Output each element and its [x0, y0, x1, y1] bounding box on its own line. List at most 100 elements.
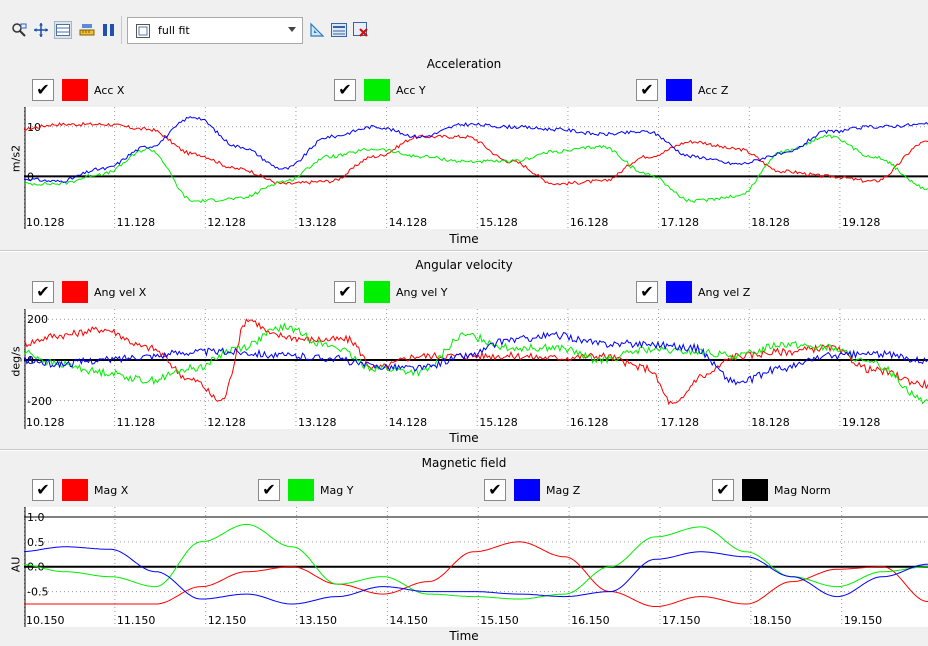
y-axis-label: deg/s — [9, 346, 23, 377]
series-line-acc-y — [24, 134, 928, 204]
x-tick-label: 19.128 — [842, 216, 881, 229]
plot-svg: 10.150 11.150 12.150 13.150 14.150 15.150 16.1… — [24, 507, 928, 627]
legend-mag-norm[interactable]: ✔ Mag Norm — [712, 478, 831, 502]
checkbox[interactable]: ✔ — [32, 281, 54, 303]
series-line-ang-vel-y — [24, 322, 928, 405]
zoom-mode-combo[interactable]: full fit — [127, 17, 303, 44]
x-tick-label: 12.128 — [207, 416, 246, 429]
x-tick-label: 17.128 — [661, 216, 700, 229]
series-line-mag-z — [24, 546, 928, 605]
checkbox[interactable]: ✔ — [636, 79, 658, 101]
y-tick-label: -200 — [27, 395, 52, 408]
x-tick-label: 19.128 — [842, 416, 881, 429]
legend-mag-x[interactable]: ✔ Mag X — [32, 478, 128, 502]
x-tick-label: 13.128 — [298, 216, 337, 229]
legend-label: Ang vel Y — [396, 285, 448, 299]
color-swatch — [666, 79, 692, 101]
color-swatch — [514, 479, 540, 501]
x-tick-label: 13.128 — [298, 416, 337, 429]
combo-fit-icon — [136, 23, 150, 38]
color-swatch — [742, 479, 768, 501]
color-swatch — [62, 79, 88, 101]
series-line-ang-vel-z — [24, 331, 928, 386]
chart-title: Acceleration — [426, 57, 502, 71]
legend-acc-z[interactable]: ✔ Acc Z — [636, 78, 728, 102]
y-tick-label: 0.5 — [27, 536, 45, 549]
x-tick-label: 15.128 — [479, 216, 518, 229]
color-swatch — [364, 281, 390, 303]
x-tick-label: 10.128 — [26, 416, 65, 429]
x-tick-label: 17.128 — [661, 416, 700, 429]
series-line-acc-z — [24, 115, 928, 183]
x-tick-label: 14.150 — [389, 614, 428, 627]
color-swatch — [364, 79, 390, 101]
legend-ang-vel-z[interactable]: ✔ Ang vel Z — [636, 280, 750, 304]
x-axis-label: Time — [449, 629, 479, 643]
series-line-mag-y — [24, 523, 928, 600]
color-swatch — [62, 281, 88, 303]
columns-icon[interactable] — [100, 21, 118, 39]
x-tick-label: 14.128 — [389, 216, 428, 229]
checkbox[interactable]: ✔ — [32, 79, 54, 101]
x-tick-label: 14.128 — [389, 416, 428, 429]
color-swatch — [666, 281, 692, 303]
x-tick-label: 12.150 — [208, 614, 247, 627]
checkbox[interactable]: ✔ — [258, 479, 280, 501]
x-tick-label: 13.150 — [299, 614, 338, 627]
acceleration-plot[interactable]: 10.128 11.128 12.128 13.128 14.128 15.128 16.1… — [24, 107, 928, 229]
x-tick-label: 15.150 — [480, 614, 519, 627]
y-axis-label: m/s2 — [9, 144, 23, 173]
toolbar-separator — [121, 16, 122, 44]
x-tick-label: 11.128 — [117, 216, 156, 229]
settings-icon[interactable] — [330, 21, 348, 39]
angular-velocity-plot[interactable]: 10.128 11.128 12.128 13.128 14.128 15.128 16.1… — [24, 309, 928, 429]
x-axis-label: Time — [449, 431, 479, 445]
x-tick-label: 18.150 — [753, 614, 792, 627]
legend-label: Mag Z — [546, 483, 581, 497]
checkbox[interactable]: ✔ — [484, 479, 506, 501]
toolbar: full fit — [0, 0, 928, 56]
checkbox[interactable]: ✔ — [712, 479, 734, 501]
x-tick-label: 11.128 — [117, 416, 156, 429]
checkbox[interactable]: ✔ — [636, 281, 658, 303]
panel-divider — [0, 250, 928, 252]
y-tick-label: -0.5 — [27, 586, 48, 599]
x-tick-label: 11.150 — [117, 614, 156, 627]
plot-svg: 10.128 11.128 12.128 13.128 14.128 15.128 16.1… — [24, 107, 928, 229]
legend-acc-y[interactable]: ✔ Acc Y — [334, 78, 426, 102]
chart-title: Angular velocity — [415, 258, 513, 272]
series-line-mag-x — [24, 541, 928, 607]
magnetic-field-plot[interactable]: 10.150 11.150 12.150 13.150 14.150 15.150 16.1… — [24, 507, 928, 627]
table-view-icon[interactable] — [54, 21, 72, 39]
chevron-down-icon — [288, 27, 296, 32]
legend-label: Mag Y — [320, 483, 354, 497]
checkbox[interactable]: ✔ — [334, 79, 356, 101]
series-line-ang-vel-x — [24, 318, 928, 406]
close-red-icon[interactable] — [352, 21, 370, 39]
x-tick-label: 15.128 — [479, 416, 518, 429]
x-tick-label: 10.150 — [26, 614, 65, 627]
y-tick-label: 10 — [27, 121, 41, 134]
x-tick-label: 16.128 — [570, 416, 609, 429]
pan-icon[interactable] — [32, 21, 50, 39]
plot-svg: 10.128 11.128 12.128 13.128 14.128 15.128 16.1… — [24, 309, 928, 429]
color-swatch — [62, 479, 88, 501]
legend-ang-vel-x[interactable]: ✔ Ang vel X — [32, 280, 146, 304]
triangle-icon[interactable] — [308, 21, 326, 39]
legend-ang-vel-y[interactable]: ✔ Ang vel Y — [334, 280, 448, 304]
legend-label: Mag Norm — [774, 483, 831, 497]
legend-label: Acc X — [94, 83, 125, 97]
checkbox[interactable]: ✔ — [334, 281, 356, 303]
legend-label: Acc Y — [396, 83, 426, 97]
checkbox[interactable]: ✔ — [32, 479, 54, 501]
zoom-region-icon[interactable] — [10, 21, 28, 39]
chart-title: Magnetic field — [421, 456, 507, 470]
ruler-icon[interactable] — [78, 21, 96, 39]
zoom-mode-value: full fit — [158, 24, 190, 37]
legend-label: Ang vel Z — [698, 285, 751, 299]
legend-mag-z[interactable]: ✔ Mag Z — [484, 478, 580, 502]
y-tick-label: 200 — [27, 313, 48, 326]
legend-label: Acc Z — [698, 83, 729, 97]
legend-acc-x[interactable]: ✔ Acc X — [32, 78, 124, 102]
legend-mag-y[interactable]: ✔ Mag Y — [258, 478, 353, 502]
